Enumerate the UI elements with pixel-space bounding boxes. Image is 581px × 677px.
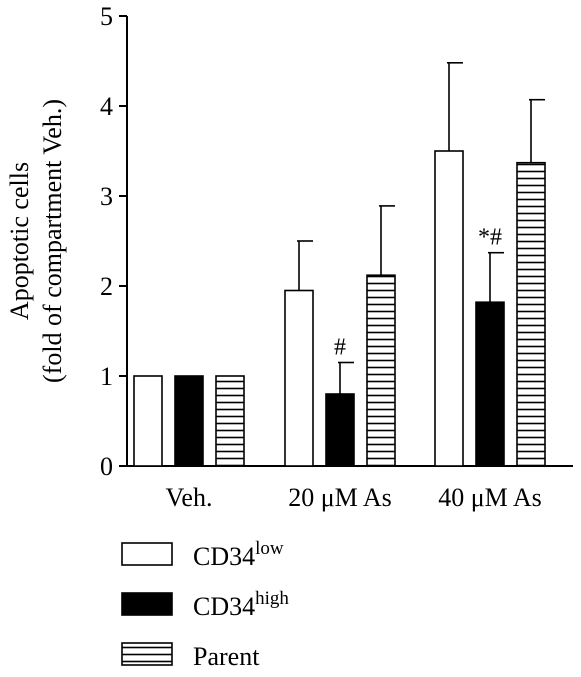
bars: # *# xyxy=(133,61,546,467)
legend-label-superscript: high xyxy=(255,588,289,609)
legend-swatch xyxy=(121,542,173,566)
significance-mark: *# xyxy=(478,225,502,251)
y-tick-label: 4 xyxy=(100,92,113,121)
y-axis-title: Apoptotic cells (fold of compartment Veh.… xyxy=(5,99,67,383)
y-tick-label: 1 xyxy=(100,362,113,391)
legend-swatch xyxy=(121,592,173,616)
y-axis-title-line: Apoptotic cells xyxy=(5,162,34,320)
bar xyxy=(215,375,245,467)
legend-label-base: CD34 xyxy=(193,542,255,571)
y-tick-label: 5 xyxy=(100,2,113,31)
x-tick-label: 20 μM As xyxy=(288,483,392,512)
bar xyxy=(174,375,204,467)
legend-label-base: Parent xyxy=(193,642,260,671)
legend-label-superscript: low xyxy=(255,538,284,559)
y-tick-label: 0 xyxy=(100,452,113,481)
bar xyxy=(366,274,396,467)
bar xyxy=(434,150,464,467)
significance-mark: # xyxy=(334,335,346,361)
axes: 0 1 2 3 4 5 Apoptotic cells (fold of compartmen… xyxy=(5,2,573,512)
x-tick-label: 40 μM As xyxy=(438,483,542,512)
x-tick-label: Veh. xyxy=(166,483,213,512)
bar xyxy=(325,393,355,467)
legend-label: Parent xyxy=(193,642,260,671)
bar xyxy=(516,161,546,467)
y-tick-label: 3 xyxy=(100,182,113,211)
legend-label: CD34high xyxy=(193,588,289,621)
bar xyxy=(475,301,505,467)
legend-swatch xyxy=(121,642,173,666)
y-tick-label: 2 xyxy=(100,272,113,301)
y-axis-title-line: (fold of compartment Veh.) xyxy=(38,99,67,383)
legend-label: CD34low xyxy=(193,538,284,571)
legend-label-base: CD34 xyxy=(193,592,255,621)
bar xyxy=(284,289,314,467)
bar xyxy=(133,375,163,467)
